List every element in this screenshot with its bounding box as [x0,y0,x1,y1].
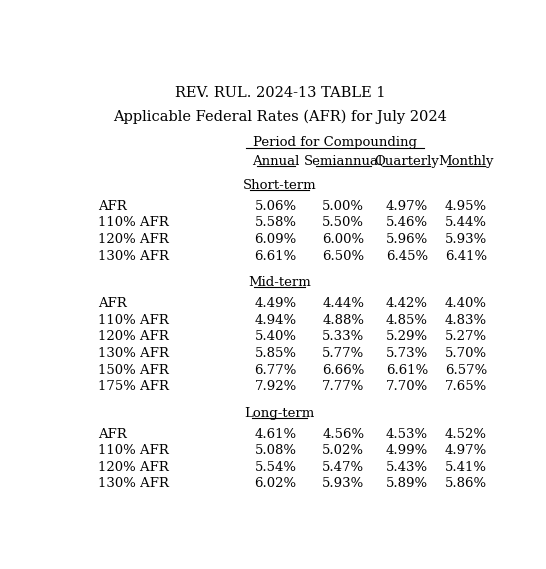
Text: AFR: AFR [98,427,127,440]
Text: 5.43%: 5.43% [385,461,428,474]
Text: 6.77%: 6.77% [254,364,297,377]
Text: 4.95%: 4.95% [445,200,487,213]
Text: 5.54%: 5.54% [254,461,296,474]
Text: 120% AFR: 120% AFR [98,233,169,246]
Text: AFR: AFR [98,297,127,310]
Text: 5.58%: 5.58% [254,216,296,229]
Text: 4.52%: 4.52% [445,427,487,440]
Text: 5.06%: 5.06% [254,200,296,213]
Text: 4.88%: 4.88% [322,314,364,327]
Text: 110% AFR: 110% AFR [98,314,169,327]
Text: 5.93%: 5.93% [322,477,364,490]
Text: 6.61%: 6.61% [254,250,296,263]
Text: 4.97%: 4.97% [385,200,428,213]
Text: 5.27%: 5.27% [445,330,487,343]
Text: 6.57%: 6.57% [445,364,487,377]
Text: 4.61%: 4.61% [254,427,296,440]
Text: 175% AFR: 175% AFR [98,380,169,393]
Text: 5.47%: 5.47% [322,461,364,474]
Text: 5.40%: 5.40% [254,330,296,343]
Text: 4.94%: 4.94% [254,314,296,327]
Text: 4.40%: 4.40% [445,297,487,310]
Text: 7.77%: 7.77% [322,380,365,393]
Text: 6.00%: 6.00% [322,233,364,246]
Text: Mid-term: Mid-term [248,276,311,289]
Text: 5.96%: 5.96% [385,233,428,246]
Text: 7.92%: 7.92% [254,380,296,393]
Text: 6.66%: 6.66% [322,364,365,377]
Text: 110% AFR: 110% AFR [98,216,169,229]
Text: 6.09%: 6.09% [254,233,296,246]
Text: 6.45%: 6.45% [385,250,428,263]
Text: Short-term: Short-term [243,179,317,192]
Text: 5.02%: 5.02% [322,444,364,457]
Text: 130% AFR: 130% AFR [98,250,169,263]
Text: 4.97%: 4.97% [445,444,487,457]
Text: 5.73%: 5.73% [385,347,428,360]
Text: 120% AFR: 120% AFR [98,330,169,343]
Text: 4.85%: 4.85% [386,314,428,327]
Text: 4.44%: 4.44% [322,297,364,310]
Text: 4.83%: 4.83% [445,314,487,327]
Text: 4.53%: 4.53% [385,427,428,440]
Text: 7.65%: 7.65% [445,380,487,393]
Text: AFR: AFR [98,200,127,213]
Text: 5.46%: 5.46% [385,216,428,229]
Text: Annual: Annual [252,155,299,168]
Text: 4.99%: 4.99% [385,444,428,457]
Text: 120% AFR: 120% AFR [98,461,169,474]
Text: 5.29%: 5.29% [385,330,428,343]
Text: 6.41%: 6.41% [445,250,487,263]
Text: 5.08%: 5.08% [254,444,296,457]
Text: 4.56%: 4.56% [322,427,364,440]
Text: 5.93%: 5.93% [445,233,487,246]
Text: Applicable Federal Rates (AFR) for July 2024: Applicable Federal Rates (AFR) for July … [113,110,447,124]
Text: 4.42%: 4.42% [386,297,428,310]
Text: 5.85%: 5.85% [254,347,296,360]
Text: 5.44%: 5.44% [445,216,487,229]
Text: 130% AFR: 130% AFR [98,477,169,490]
Text: Semiannual: Semiannual [304,155,383,168]
Text: 130% AFR: 130% AFR [98,347,169,360]
Text: 6.50%: 6.50% [322,250,364,263]
Text: Long-term: Long-term [245,406,315,419]
Text: 5.00%: 5.00% [322,200,364,213]
Text: 4.49%: 4.49% [254,297,296,310]
Text: 6.61%: 6.61% [385,364,428,377]
Text: 5.70%: 5.70% [445,347,487,360]
Text: Monthly: Monthly [438,155,494,168]
Text: 150% AFR: 150% AFR [98,364,169,377]
Text: 5.33%: 5.33% [322,330,364,343]
Text: Quarterly: Quarterly [375,155,439,168]
Text: 5.41%: 5.41% [445,461,487,474]
Text: REV. RUL. 2024-13 TABLE 1: REV. RUL. 2024-13 TABLE 1 [175,86,385,100]
Text: 110% AFR: 110% AFR [98,444,169,457]
Text: 6.02%: 6.02% [254,477,296,490]
Text: 5.50%: 5.50% [322,216,364,229]
Text: 5.86%: 5.86% [445,477,487,490]
Text: 5.77%: 5.77% [322,347,364,360]
Text: 5.89%: 5.89% [385,477,428,490]
Text: 7.70%: 7.70% [385,380,428,393]
Text: Period for Compounding: Period for Compounding [253,136,417,149]
